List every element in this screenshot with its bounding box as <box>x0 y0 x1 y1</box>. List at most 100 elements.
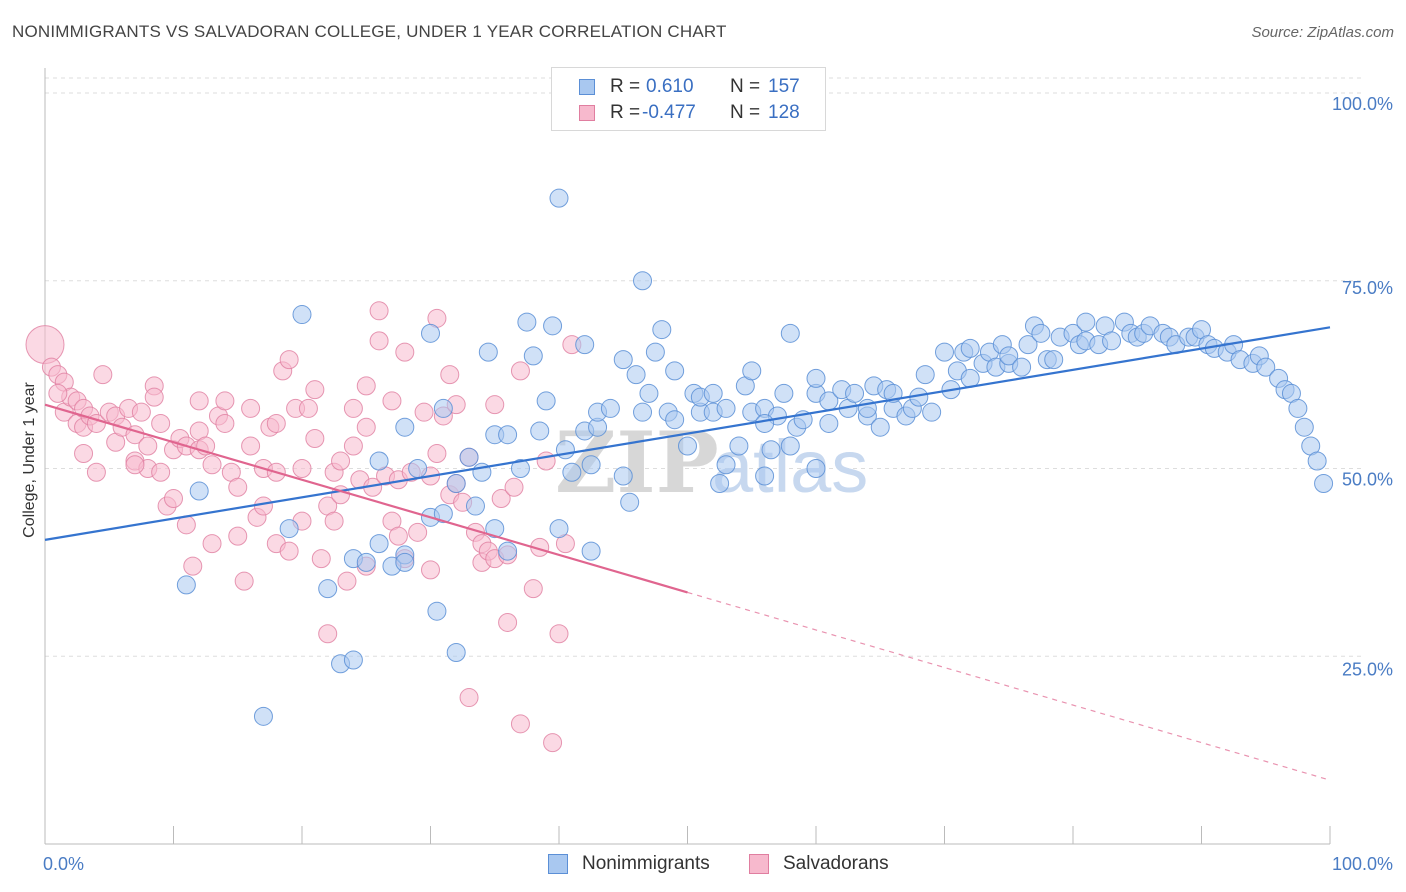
data-point-nonimmigrants <box>523 346 543 366</box>
trend-lines <box>44 326 1331 781</box>
data-point-salvadorans <box>337 571 357 591</box>
trend-line-salvadorans <box>44 403 688 594</box>
data-point-nonimmigrants <box>870 417 890 437</box>
data-point-nonimmigrants <box>645 342 665 362</box>
data-point-nonimmigrants <box>549 519 569 539</box>
data-point-nonimmigrants <box>633 402 653 422</box>
data-point-nonimmigrants <box>581 541 601 561</box>
data-point-salvadorans <box>266 413 286 433</box>
data-point-salvadorans <box>343 398 363 418</box>
legend-n-label: N = <box>730 102 761 123</box>
grid-lines <box>45 77 1365 657</box>
data-point-nonimmigrants <box>960 338 980 358</box>
data-point-salvadorans <box>131 402 151 422</box>
data-point-nonimmigrants <box>780 436 800 456</box>
data-point-nonimmigrants <box>253 706 273 726</box>
data-point-nonimmigrants <box>446 474 466 494</box>
data-point-salvadorans <box>241 398 261 418</box>
y-tick-label: 25.0% <box>1342 659 1393 679</box>
data-point-nonimmigrants <box>421 323 440 343</box>
data-point-nonimmigrants <box>716 455 736 475</box>
data-point-nonimmigrants <box>1012 357 1032 377</box>
data-point-nonimmigrants <box>343 650 363 670</box>
legend-swatch-pink <box>579 105 595 121</box>
data-point-nonimmigrants <box>1288 398 1308 418</box>
data-point-nonimmigrants <box>530 421 550 441</box>
data-point-nonimmigrants <box>780 323 800 343</box>
data-point-nonimmigrants <box>716 398 736 418</box>
data-point-salvadorans <box>382 391 402 411</box>
data-point-salvadorans <box>298 398 318 418</box>
data-point-nonimmigrants <box>710 474 730 494</box>
data-point-nonimmigrants <box>703 383 723 403</box>
legend-row-nonimmigrants: R = 0.610 N = 157 <box>552 75 825 101</box>
data-point-salvadorans <box>324 511 344 531</box>
data-point-nonimmigrants <box>935 342 954 362</box>
data-point-salvadorans <box>427 443 447 463</box>
legend-n-value: 157 <box>768 76 800 97</box>
data-point-salvadorans <box>369 301 389 321</box>
data-point-salvadorans <box>356 417 376 437</box>
data-point-salvadorans <box>215 391 235 411</box>
data-point-nonimmigrants <box>845 383 865 403</box>
data-point-nonimmigrants <box>446 643 466 662</box>
data-point-salvadorans <box>369 331 389 351</box>
data-point-nonimmigrants <box>498 541 518 561</box>
data-point-nonimmigrants <box>922 402 942 422</box>
data-point-salvadorans <box>202 534 222 554</box>
data-point-salvadorans <box>504 477 524 497</box>
data-point-salvadorans <box>440 365 460 385</box>
legend-n-value: 128 <box>768 102 800 123</box>
data-point-nonimmigrants <box>459 447 479 467</box>
data-point-nonimmigrants <box>1256 357 1276 377</box>
data-point-salvadorans <box>279 350 299 370</box>
data-point-nonimmigrants <box>639 383 659 403</box>
bottom-legend-swatch-blue <box>548 854 568 874</box>
data-point-nonimmigrants <box>549 188 569 208</box>
data-point-salvadorans <box>48 383 68 403</box>
data-point-salvadorans <box>234 571 254 591</box>
data-point-salvadorans <box>228 526 248 546</box>
data-point-nonimmigrants <box>279 519 299 539</box>
legend-swatch-blue <box>579 79 595 95</box>
data-point-salvadorans <box>164 489 183 509</box>
data-point-nonimmigrants <box>761 440 781 460</box>
y-axis-label: College, Under 1 year <box>21 382 38 538</box>
data-point-nonimmigrants <box>613 466 633 486</box>
data-point-salvadorans <box>356 376 376 396</box>
bottom-legend-label: Salvadorans <box>783 853 889 874</box>
legend-n-label: N = <box>730 76 761 97</box>
legend-r-label: R = <box>610 102 641 123</box>
data-point-nonimmigrants <box>581 455 601 475</box>
data-point-salvadorans <box>241 436 261 456</box>
data-point-nonimmigrants <box>356 552 376 572</box>
data-point-nonimmigrants <box>1307 451 1327 471</box>
y-tick-label: 50.0% <box>1342 470 1393 490</box>
data-point-salvadorans <box>485 395 505 415</box>
data-point-nonimmigrants <box>498 425 518 445</box>
data-point-salvadorans <box>93 365 113 385</box>
data-point-nonimmigrants <box>678 436 697 456</box>
data-point-salvadorans <box>189 391 209 411</box>
data-point-nonimmigrants <box>408 459 428 479</box>
data-point-salvadorans <box>408 522 428 542</box>
data-point-salvadorans <box>543 733 563 753</box>
data-point-nonimmigrants <box>1031 323 1051 343</box>
data-point-nonimmigrants <box>774 383 794 403</box>
data-point-salvadorans <box>311 549 331 569</box>
data-point-nonimmigrants <box>465 496 485 516</box>
data-point-salvadorans <box>331 451 351 471</box>
bottom-legend-swatch-pink <box>749 854 769 874</box>
data-point-salvadorans <box>74 443 94 463</box>
data-point-salvadorans <box>305 380 325 400</box>
data-point-salvadorans <box>491 489 511 509</box>
data-point-salvadorans <box>510 361 530 381</box>
legend-r-value: -0.477 <box>642 102 696 123</box>
data-point-salvadorans <box>228 477 248 497</box>
data-point-nonimmigrants <box>433 398 453 418</box>
data-point-nonimmigrants <box>543 316 563 336</box>
data-point-nonimmigrants <box>575 335 595 355</box>
data-point-nonimmigrants <box>652 320 672 340</box>
data-point-nonimmigrants <box>1102 331 1122 351</box>
